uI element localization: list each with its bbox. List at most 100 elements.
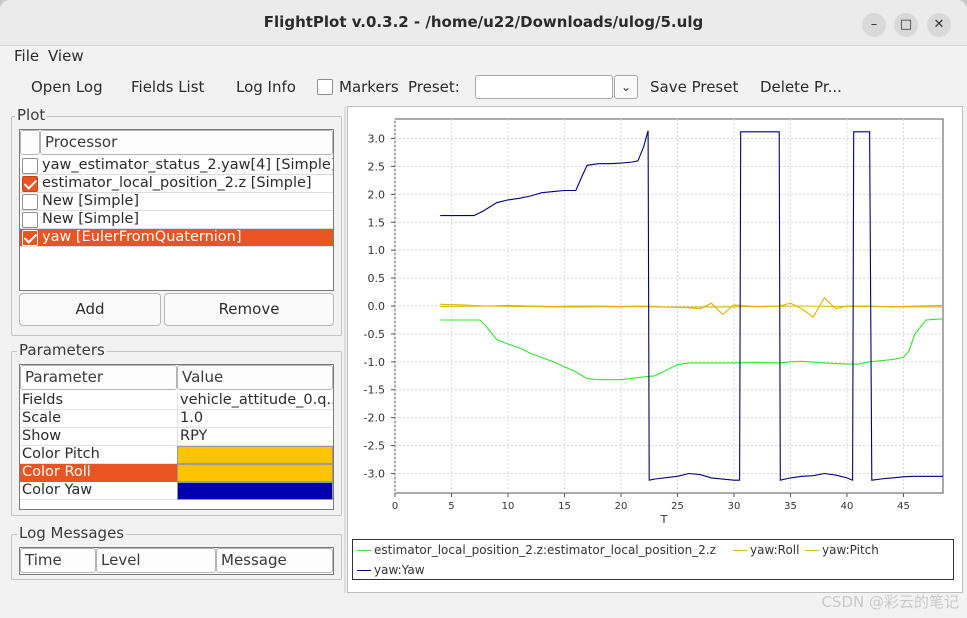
open-log-button[interactable]: Open Log [31,78,103,96]
y-tick-label: 2.0 [368,188,386,201]
parameter-name: Color Yaw [22,482,93,498]
processor-enable-checkbox[interactable] [22,212,38,228]
parameter-value[interactable]: 1.0 [177,410,333,428]
x-tick-label: 5 [448,501,454,512]
save-preset-button[interactable]: Save Preset [650,78,739,96]
toolbar: Open Log Fields List Log Info Markers Pr… [0,70,967,104]
preset-combobox[interactable] [475,75,613,99]
parameter-color-swatch[interactable] [177,446,333,464]
add-button[interactable]: Add [19,293,161,326]
parameter-color-swatch[interactable] [177,482,333,500]
level-header[interactable]: Level [96,548,216,573]
delete-preset-button[interactable]: Delete Pr... [760,78,842,96]
series-line-2 [440,305,944,308]
legend-item-yaw: yaw:Yaw [357,563,425,577]
markers-checkbox[interactable] [317,79,333,95]
y-tick-label: -0.5 [364,328,385,341]
processor-list[interactable]: Processor yaw_estimator_status_2.yaw[4] … [19,129,334,291]
y-tick-label: 2.5 [368,160,386,173]
parameter-color-swatch[interactable] [177,464,333,482]
parameters-table[interactable]: Parameter Value Fields vehicle_attitude_0… [19,364,334,510]
processor-label: New [Simple] [42,193,140,209]
parameter-row[interactable]: Color Roll [20,464,333,482]
parameter-value[interactable]: vehicle_attitude_0.q... [177,392,333,410]
markers-label: Markers [339,78,399,96]
window-title: FlightPlot v.0.3.2 - /home/u22/Downloads… [263,13,704,31]
log-messages-group [11,534,342,580]
processor-row[interactable]: New [Simple] [20,211,333,229]
time-header[interactable]: Time [20,548,96,573]
processor-enable-checkbox[interactable] [22,230,38,246]
message-header[interactable]: Message [216,548,333,573]
title-bar: FlightPlot v.0.3.2 - /home/u22/Downloads… [0,0,967,46]
legend-label-z: estimator_local_position_2.z:estimator_l… [374,543,716,557]
y-tick-label: -2.5 [364,440,385,453]
fields-list-button[interactable]: Fields List [131,78,205,96]
watermark: CSDN @彩云的笔记 [821,593,959,611]
processor-checkbox-header[interactable] [20,130,40,155]
menu-file[interactable]: File [14,47,40,65]
series-line-3 [440,130,943,482]
y-tick-label: -1.5 [364,384,385,397]
chart-legend: estimator_local_position_2.z:estimator_l… [352,539,954,580]
parameter-name: Color Roll [20,464,177,482]
close-button[interactable]: ✕ [927,13,951,37]
preset-label: Preset: [408,78,460,96]
processor-label: yaw_estimator_status_2.yaw[4] [Simple] [42,157,333,173]
log-info-button[interactable]: Log Info [236,78,296,96]
y-tick-label: 0.5 [368,272,386,285]
legend-label-yaw: yaw:Yaw [374,563,425,577]
processor-label: estimator_local_position_2.z [Simple] [42,175,312,191]
processor-row[interactable]: yaw [EulerFromQuaternion] [20,229,333,247]
parameter-name: Fields [22,392,64,408]
y-tick-label: 1.5 [368,216,386,229]
parameter-header[interactable]: Parameter [20,365,177,390]
processor-header[interactable]: Processor [40,130,333,155]
y-tick-label: -1.0 [364,356,385,369]
parameter-value[interactable]: RPY [177,428,333,446]
series-line-1 [440,296,944,319]
menu-view[interactable]: View [48,47,84,65]
processor-row[interactable]: estimator_local_position_2.z [Simple] [20,175,333,193]
y-tick-label: 0.0 [368,300,386,313]
legend-item-z: estimator_local_position_2.z:estimator_l… [357,543,716,557]
processor-row[interactable]: yaw_estimator_status_2.yaw[4] [Simple] [20,157,333,175]
parameters-group-label: Parameters [17,341,107,359]
y-tick-label: -2.0 [364,412,385,425]
y-tick-label: 1.0 [368,244,386,257]
x-tick-label: 20 [615,501,628,512]
legend-label-pitch: yaw:Pitch [822,543,879,557]
parameter-row[interactable]: Fields vehicle_attitude_0.q... [20,392,333,410]
parameter-name: Show [22,428,62,444]
processor-label: New [Simple] [42,211,140,227]
parameter-name: Color Pitch [22,446,100,462]
legend-item-roll: yaw:Roll [733,543,799,557]
chart-svg[interactable]: 0 5 10 15 20 25 30 35 40 45 3.0 2.5 2.0 1.5 1.0 0.5 0.0 -… [348,107,964,594]
parameter-row[interactable]: Show RPY [20,428,333,446]
parameter-row[interactable]: Scale 1.0 [20,410,333,428]
menu-bar: File View [0,46,967,68]
log-messages-table[interactable]: Time Level Message [19,547,334,575]
chevron-down-icon[interactable]: ⌄ [614,75,638,99]
value-header[interactable]: Value [177,365,333,390]
y-tick-label: -3.0 [364,467,385,480]
parameter-row[interactable]: Color Pitch [20,446,333,464]
processor-label: yaw [EulerFromQuaternion] [42,229,242,245]
processor-row[interactable]: New [Simple] [20,193,333,211]
legend-label-roll: yaw:Roll [750,543,800,557]
minimize-button[interactable]: – [862,13,886,37]
maximize-button[interactable]: □ [894,13,918,37]
processor-enable-checkbox[interactable] [22,194,38,210]
remove-button[interactable]: Remove [164,293,334,326]
series-line-0 [440,318,944,381]
processor-enable-checkbox[interactable] [22,176,38,192]
plot-area[interactable]: 0 5 10 15 20 25 30 35 40 45 3.0 2.5 2.0 1.5 1.0 0.5 0.0 -… [347,106,963,593]
x-tick-label: 40 [841,501,854,512]
x-tick-label: 30 [728,501,741,512]
processor-enable-checkbox[interactable] [22,158,38,174]
x-tick-label: 45 [897,501,910,512]
parameter-row[interactable]: Color Yaw [20,482,333,500]
x-tick-label: 25 [671,501,684,512]
panel-splitter[interactable] [344,106,346,593]
legend-item-pitch: yaw:Pitch [805,543,879,557]
